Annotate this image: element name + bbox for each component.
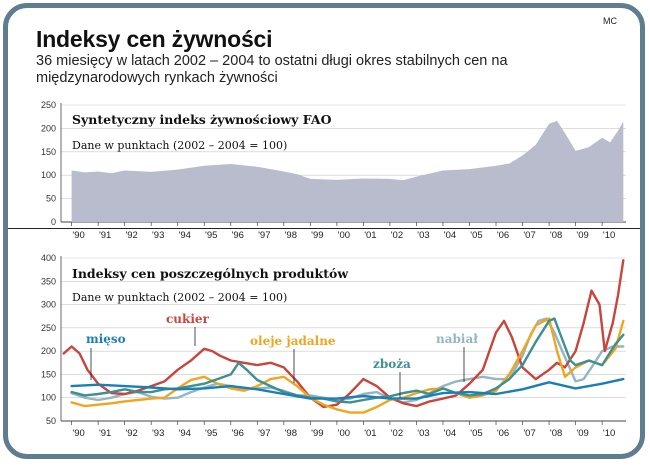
page-subtitle: 36 miesięcy w latach 2002 – 2004 to osta…	[36, 53, 508, 86]
bottom-x-tick-label: '90	[72, 428, 84, 439]
bottom-y-tick-label: 50	[46, 416, 56, 426]
panel-separator	[8, 228, 640, 229]
bottom-y-axis: 50 100 150 200 250 300 350 400	[41, 253, 56, 426]
top-x-tick-label: '03	[417, 230, 429, 241]
series-line-nabial	[70, 317, 625, 404]
bottom-x-tick-label: '02	[391, 428, 403, 439]
top-x-tick-label: '98	[285, 230, 297, 241]
bottom-y-tick-label: 200	[41, 346, 56, 356]
top-y-tick-label: 200	[41, 123, 56, 133]
top-x-tick-label: '05	[470, 230, 482, 241]
bottom-x-tick-label: '00	[338, 428, 350, 439]
top-chart-title: Syntetyczny indeks żywnościowy FAO	[72, 112, 332, 127]
bottom-x-tick-label: '99	[311, 428, 323, 439]
chart-frame	[3, 3, 645, 459]
bottom-x-tick-label: '98	[285, 428, 297, 439]
top-x-tick-label: '02	[391, 230, 403, 241]
top-x-tick-label: '08	[550, 230, 562, 241]
top-x-tick-label: '96	[232, 230, 244, 241]
top-y-tick-label: 100	[41, 170, 56, 180]
bottom-y-tick-label: 400	[41, 253, 56, 263]
bottom-x-tick-label: '06	[497, 428, 509, 439]
top-y-axis: 0 50 100 150 200 250	[41, 100, 56, 227]
top-x-tick-label: '06	[497, 230, 509, 241]
bottom-x-tick-label: '08	[550, 428, 562, 439]
bottom-series	[62, 259, 625, 414]
fao-area	[71, 120, 624, 222]
bottom-x-tick-label: '10	[603, 428, 615, 439]
top-x-tick-label: '07	[523, 230, 535, 241]
author-credit: MC	[603, 16, 617, 26]
bottom-y-tick-label: 300	[41, 300, 56, 310]
top-x-tick-label: '92	[125, 230, 137, 241]
bottom-y-tick-label: 150	[41, 369, 56, 379]
bottom-x-tick-label: '95	[205, 428, 217, 439]
bottom-chart-note: Dane w punktach (2002 – 2004 = 100)	[72, 291, 287, 304]
label-mieso: mięso	[86, 332, 126, 346]
top-y-tick-label: 150	[41, 147, 56, 157]
bottom-y-tick-label: 100	[41, 393, 56, 403]
bottom-x-tick-label: '97	[258, 428, 270, 439]
top-x-tick-label: '00	[338, 230, 350, 241]
bottom-chart-title: Indeksy cen poszczególnych produktów	[72, 266, 349, 281]
top-x-tick-label: '04	[444, 230, 456, 241]
top-x-tick-label: '97	[258, 230, 270, 241]
top-y-tick-label: 0	[51, 217, 56, 227]
bottom-y-tick-label: 350	[41, 276, 56, 286]
bottom-x-tick-label: '91	[99, 428, 111, 439]
top-x-tick-label: '01	[364, 230, 376, 241]
series-line-zboza	[70, 317, 625, 404]
bottom-x-tick-label: '96	[232, 428, 244, 439]
bottom-x-tick-label: '03	[417, 428, 429, 439]
top-x-tick-label: '09	[576, 230, 588, 241]
top-chart-note: Dane w punktach (2002 – 2004 = 100)	[72, 139, 287, 152]
bottom-x-tick-label: '93	[152, 428, 164, 439]
bottom-x-tick-label: '05	[470, 428, 482, 439]
bottom-x-tick-label: '04	[444, 428, 456, 439]
top-y-tick-label: 50	[46, 194, 56, 204]
series-line-mieso	[70, 377, 625, 400]
bottom-x-tick-label: '92	[125, 428, 137, 439]
top-x-axis: '90 '91 '92 '93 '94 '95 '96 '97 '98 '99 '00 '01 '02 '…	[71, 222, 615, 241]
top-x-tick-label: '90	[72, 230, 84, 241]
label-zboza: zboża	[373, 357, 411, 371]
bottom-x-tick-label: '01	[364, 428, 376, 439]
page-title: Indeksy cen żywności	[36, 26, 273, 52]
top-x-tick-label: '94	[179, 230, 191, 241]
top-x-tick-label: '95	[205, 230, 217, 241]
top-x-tick-label: '10	[603, 230, 615, 241]
series-line-oleje	[70, 317, 625, 414]
top-x-tick-label: '93	[152, 230, 164, 241]
bottom-x-tick-label: '07	[523, 428, 535, 439]
label-oleje: oleje jadalne	[250, 334, 336, 348]
bottom-x-tick-label: '09	[576, 428, 588, 439]
top-x-tick-label: '91	[99, 230, 111, 241]
label-cukier: cukier	[166, 312, 210, 326]
label-nabial: nabiał	[436, 332, 478, 346]
bottom-x-axis: '90 '91 '92 '93 '94 '95 '96 '97 '98 '99 '00 '01 '02 '…	[71, 421, 615, 439]
bottom-x-tick-label: '94	[179, 428, 191, 439]
top-y-tick-label: 250	[41, 100, 56, 110]
bottom-y-tick-label: 250	[41, 323, 56, 333]
top-x-tick-label: '99	[311, 230, 323, 241]
